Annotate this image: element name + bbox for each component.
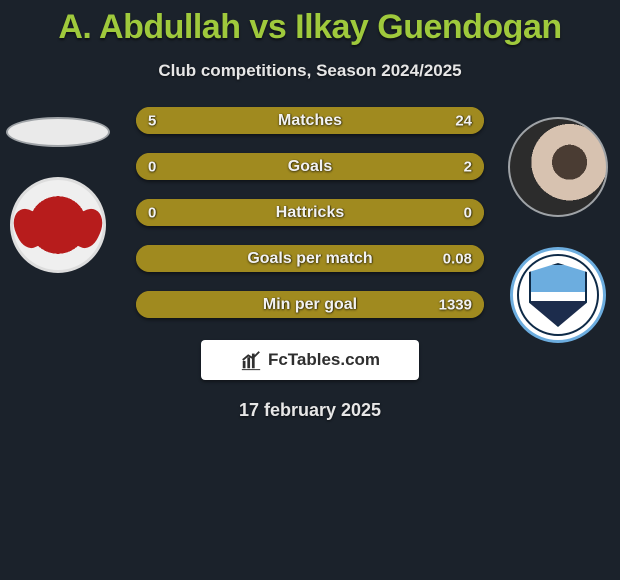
stat-label: Min per goal	[263, 296, 357, 314]
stat-label: Goals per match	[247, 250, 372, 268]
stat-label: Hattricks	[276, 204, 344, 222]
stat-bar: 0 0 Hattricks	[136, 199, 484, 226]
stat-bar: 0.08 Goals per match	[136, 245, 484, 272]
stat-value-right: 0	[464, 204, 472, 221]
player-right-crest	[510, 247, 606, 343]
stat-value-right: 1339	[439, 296, 472, 313]
page-title: A. Abdullah vs Ilkay Guendogan	[0, 0, 620, 47]
branding-text: FcTables.com	[268, 350, 380, 370]
stat-value-left: 0	[148, 158, 156, 175]
player-right-column	[506, 117, 610, 343]
subtitle: Club competitions, Season 2024/2025	[0, 61, 620, 81]
player-left-avatar	[6, 117, 110, 147]
stat-bar: 1339 Min per goal	[136, 291, 484, 318]
stat-value-left: 0	[148, 204, 156, 221]
stat-bar-fill-left	[136, 107, 195, 134]
stat-value-right: 0.08	[443, 250, 472, 267]
stat-value-left: 5	[148, 112, 156, 129]
stat-value-right: 24	[455, 112, 472, 129]
chart-icon	[240, 349, 262, 371]
stat-value-right: 2	[464, 158, 472, 175]
stat-bar: 0 2 Goals	[136, 153, 484, 180]
branding-badge: FcTables.com	[201, 340, 419, 380]
player-left-crest	[10, 177, 106, 273]
player-right-avatar	[508, 117, 608, 217]
stat-label: Matches	[278, 112, 342, 130]
stats-area: 5 24 Matches 0 2 Goals 0 0 Hattricks 0.08 Goals pe…	[0, 107, 620, 318]
stat-bar: 5 24 Matches	[136, 107, 484, 134]
stat-bars: 5 24 Matches 0 2 Goals 0 0 Hattricks 0.08 Goals pe…	[136, 107, 484, 318]
stat-label: Goals	[288, 158, 332, 176]
player-left-column	[6, 117, 110, 273]
date-text: 17 february 2025	[0, 400, 620, 421]
